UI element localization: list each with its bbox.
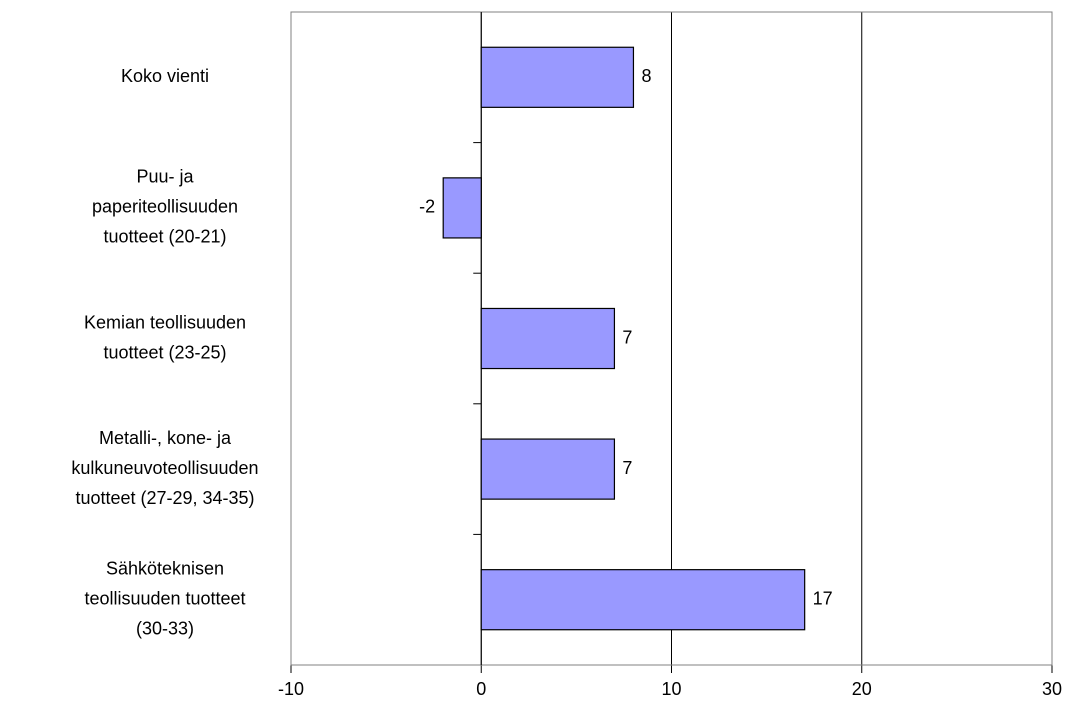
category-label: tuotteet (20-21) <box>103 227 226 247</box>
category-label: tuotteet (27-29, 34-35) <box>75 488 254 508</box>
bar <box>442 177 482 239</box>
x-tick-label: 30 <box>1042 679 1062 699</box>
category-label: Kemian teollisuuden <box>84 312 246 332</box>
category-label: teollisuuden tuotteet <box>84 588 245 608</box>
plot-border <box>290 11 1053 666</box>
category-label: Metalli-, kone- ja <box>99 428 232 448</box>
x-tick-label: 10 <box>661 679 681 699</box>
data-label: 8 <box>641 66 651 86</box>
category-label: Koko vienti <box>121 66 209 86</box>
category-label: kulkuneuvoteollisuuden <box>71 458 258 478</box>
category-label: paperiteollisuuden <box>92 197 238 217</box>
data-label: 7 <box>622 327 632 347</box>
x-tick-label: 0 <box>476 679 486 699</box>
x-tick-label: 20 <box>852 679 872 699</box>
data-label: -2 <box>419 197 435 217</box>
category-label: Puu- ja <box>136 167 194 187</box>
x-tick-label: -10 <box>278 679 304 699</box>
category-label: tuotteet (23-25) <box>103 342 226 362</box>
bar <box>480 438 616 500</box>
bar <box>480 307 616 370</box>
bar <box>480 569 806 631</box>
bar <box>480 46 635 108</box>
category-label: (30-33) <box>136 618 194 638</box>
data-label: 17 <box>813 588 833 608</box>
data-label: 7 <box>622 458 632 478</box>
category-label: Sähköteknisen <box>106 558 224 578</box>
